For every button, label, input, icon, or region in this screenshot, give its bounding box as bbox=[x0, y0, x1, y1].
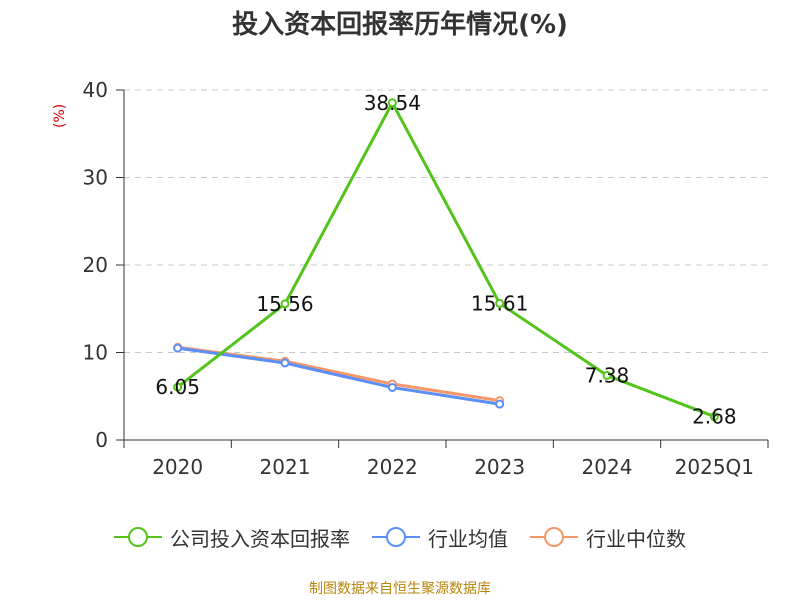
legend-label-0: 公司投入资本回报率 bbox=[170, 526, 350, 551]
data-label-2020: 6.05 bbox=[155, 375, 200, 399]
legend-swatch-0 bbox=[114, 527, 162, 547]
y-tick-label-30: 30 bbox=[83, 166, 108, 190]
legend-marker-1 bbox=[386, 527, 406, 547]
x-tick-label-2024: 2024 bbox=[582, 455, 633, 479]
series-1-point-2022 bbox=[387, 383, 397, 392]
legend: 公司投入资本回报率 行业均值 行业中位数 bbox=[0, 520, 800, 554]
series-0-point-2021 bbox=[280, 299, 290, 309]
series-1-point-2020 bbox=[173, 343, 183, 353]
legend-marker-0 bbox=[128, 527, 148, 547]
series-1-point-2023 bbox=[495, 399, 505, 409]
data-label-2022: 38.54 bbox=[364, 91, 421, 115]
y-tick-label-10: 10 bbox=[83, 341, 108, 365]
x-tick-label-2022: 2022 bbox=[367, 455, 418, 479]
data-label-2021: 15.56 bbox=[256, 292, 313, 316]
series-0-point-2025Q1 bbox=[709, 412, 719, 422]
x-tick-label-2020: 2020 bbox=[152, 455, 203, 479]
legend-swatch-1 bbox=[372, 527, 420, 547]
series-0-point-2023 bbox=[495, 298, 505, 308]
legend-item-2[interactable]: 行业中位数 bbox=[530, 523, 686, 552]
source-note: 制图数据来自恒生聚源数据库 bbox=[309, 581, 491, 597]
series-line-1 bbox=[177, 346, 500, 406]
x-tick-label-2023: 2023 bbox=[474, 455, 525, 479]
y-tick-label-20: 20 bbox=[83, 253, 108, 277]
series-0-point-2024 bbox=[602, 370, 612, 380]
legend-swatch-2 bbox=[530, 527, 578, 547]
series-0-point-2020 bbox=[173, 382, 183, 392]
legend-item-1[interactable]: 行业均值 bbox=[372, 523, 508, 552]
chart-title: 投入资本回报率历年情况(%) bbox=[232, 10, 568, 40]
x-tick-label-2025Q1: 2025Q1 bbox=[675, 455, 754, 479]
y-tick-label-40: 40 bbox=[83, 78, 108, 102]
series-0-point-2022 bbox=[387, 98, 397, 108]
y-tick-label-0: 0 bbox=[95, 428, 108, 452]
series-1-point-2021 bbox=[280, 358, 290, 368]
data-label-2024: 7.38 bbox=[585, 363, 630, 387]
series-line-0 bbox=[176, 101, 715, 418]
x-tick-label-2021: 2021 bbox=[260, 455, 311, 479]
data-label-2023: 15.61 bbox=[471, 291, 528, 315]
legend-label-2: 行业中位数 bbox=[586, 526, 686, 551]
legend-marker-2 bbox=[544, 527, 564, 547]
legend-label-1: 行业均值 bbox=[428, 526, 508, 551]
data-label-2025Q1: 2.68 bbox=[692, 405, 737, 429]
legend-item-0[interactable]: 公司投入资本回报率 bbox=[114, 523, 350, 552]
